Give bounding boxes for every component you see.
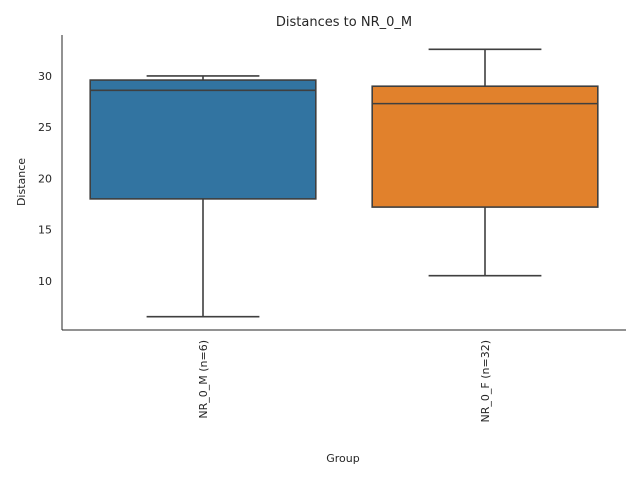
x-tick-label: NR_0_F (n=32): [479, 340, 492, 422]
box-body: [89, 79, 317, 200]
y-tick-label: 10: [38, 275, 52, 288]
x-tick-label: NR_0_M (n=6): [197, 340, 210, 419]
y-tick-label: 15: [38, 224, 52, 237]
boxes: [89, 48, 599, 318]
box-group: [371, 48, 599, 277]
y-tick-label: 20: [38, 172, 52, 185]
y-axis-ticks: 10 15 20 25 30: [38, 70, 52, 288]
y-axis-label: Distance: [15, 158, 28, 206]
chart-title: Distances to NR_0_M: [276, 15, 412, 30]
box-group: [89, 75, 317, 318]
x-axis-label: Group: [326, 452, 360, 465]
x-axis-ticks: NR_0_M (n=6) NR_0_F (n=32): [197, 340, 492, 422]
y-tick-label: 30: [38, 70, 52, 83]
box-body: [371, 85, 599, 208]
y-tick-label: 25: [38, 121, 52, 134]
